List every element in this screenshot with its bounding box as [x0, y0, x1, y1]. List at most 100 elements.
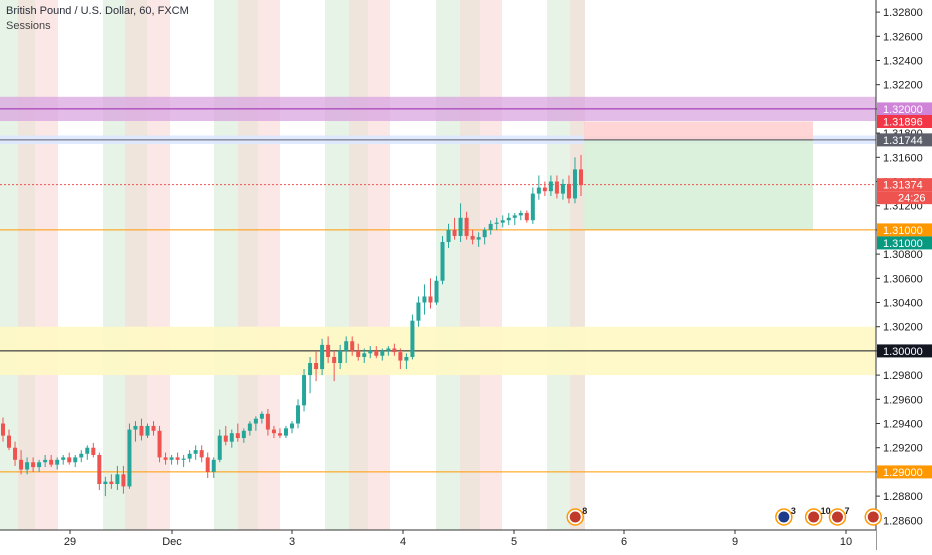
candle-body [205, 457, 210, 472]
candle-body [542, 187, 547, 192]
candle-body [235, 433, 240, 439]
candle-body [271, 429, 276, 434]
x-tick-label: 3 [289, 536, 295, 548]
candle-body [548, 181, 553, 192]
candle-body [67, 457, 72, 463]
session-band [570, 0, 585, 530]
candle-body [338, 350, 343, 364]
candle-body [380, 350, 385, 356]
us-flag-icon[interactable] [804, 508, 823, 526]
candle-body [536, 187, 541, 194]
x-tick-label: 29 [64, 536, 76, 548]
price-badge [877, 236, 932, 250]
candle-body [169, 457, 174, 460]
countdown-label: 24:26 [898, 193, 926, 205]
y-tick-label: 1.28800 [883, 491, 923, 503]
candle-body [296, 405, 301, 424]
price-badge-label: 1.31374 [883, 180, 923, 192]
candle-body [482, 229, 487, 238]
y-tick-label: 1.29400 [883, 419, 923, 431]
us-flag-icon[interactable] [864, 508, 883, 526]
price-badge [877, 178, 932, 192]
candle-body [392, 348, 397, 353]
us-flag-icon[interactable] [828, 508, 847, 526]
session-band [35, 0, 58, 530]
candle-body [446, 229, 451, 243]
us-flag-icon[interactable] [566, 508, 584, 526]
candle-body [49, 459, 54, 465]
y-tick-label: 1.28600 [883, 515, 923, 527]
candle-body [452, 229, 457, 236]
y-tick-label: 1.29200 [883, 443, 923, 455]
candle-body [374, 350, 379, 356]
candle-body [326, 344, 331, 357]
candle-body [217, 435, 222, 460]
candle-body [187, 453, 192, 459]
price-badge [877, 114, 932, 128]
candle-body [181, 458, 186, 460]
session-band [18, 0, 35, 530]
price-badge-label: 1.31896 [883, 116, 923, 128]
candle-body [151, 425, 156, 431]
session-band [349, 0, 368, 530]
price-badge-label: 1.31744 [883, 135, 923, 147]
y-tick-label: 1.29800 [883, 370, 923, 382]
session-band [460, 0, 480, 530]
candle-body [25, 462, 30, 470]
candle-body [163, 457, 168, 460]
candle-body [133, 425, 138, 430]
candle-body [97, 454, 102, 485]
candle-body [500, 220, 505, 223]
candle-body [43, 459, 48, 463]
candle-body [566, 183, 571, 199]
event-count: 7 [844, 506, 849, 516]
candle-body [139, 425, 144, 436]
candle-body [145, 425, 150, 436]
candle-body [572, 169, 577, 199]
event-count: 8 [582, 506, 587, 516]
y-tick-label: 1.30600 [883, 273, 923, 285]
candle-body [241, 430, 246, 439]
price-badge [877, 223, 932, 237]
candle-body [19, 459, 24, 470]
session-band [436, 0, 460, 530]
position-stop-box [584, 121, 813, 140]
event-count: 10 [821, 506, 831, 516]
candle-body [1, 423, 5, 436]
candle-body [85, 447, 90, 454]
event-count: 3 [791, 506, 796, 516]
candle-body [350, 341, 355, 351]
price-badge-label: 1.29000 [883, 467, 923, 479]
candle-body [470, 235, 475, 240]
candle-body [524, 212, 529, 221]
candle-body [416, 302, 421, 321]
candle-body [223, 435, 228, 442]
candle-body [488, 223, 493, 230]
candle-body [579, 169, 583, 186]
candle-body [308, 363, 313, 376]
candle-body [320, 344, 325, 370]
candle-body [157, 430, 162, 458]
price-badge-label: 1.31000 [883, 238, 923, 250]
session-band [368, 0, 390, 530]
study-name[interactable]: Sessions [6, 20, 51, 32]
uk-flag-icon[interactable] [775, 508, 793, 526]
y-tick-label: 1.29600 [883, 394, 923, 406]
candle-body [518, 212, 523, 216]
y-tick-label: 1.30200 [883, 322, 923, 334]
session-band [480, 0, 502, 530]
x-tick-label: 10 [840, 536, 852, 548]
candle-body [314, 363, 319, 370]
candle-body [73, 457, 78, 463]
candle-body [55, 459, 60, 465]
x-tick-label: 5 [511, 536, 517, 548]
x-tick-label: 9 [732, 536, 738, 548]
candle-body [91, 447, 96, 455]
y-tick-label: 1.32400 [883, 56, 923, 68]
candle-body [79, 453, 84, 458]
y-tick-label: 1.32800 [883, 7, 923, 19]
symbol-title[interactable]: British Pound / U.S. Dollar, 60, FXCM [6, 5, 189, 17]
candle-body [410, 320, 415, 357]
